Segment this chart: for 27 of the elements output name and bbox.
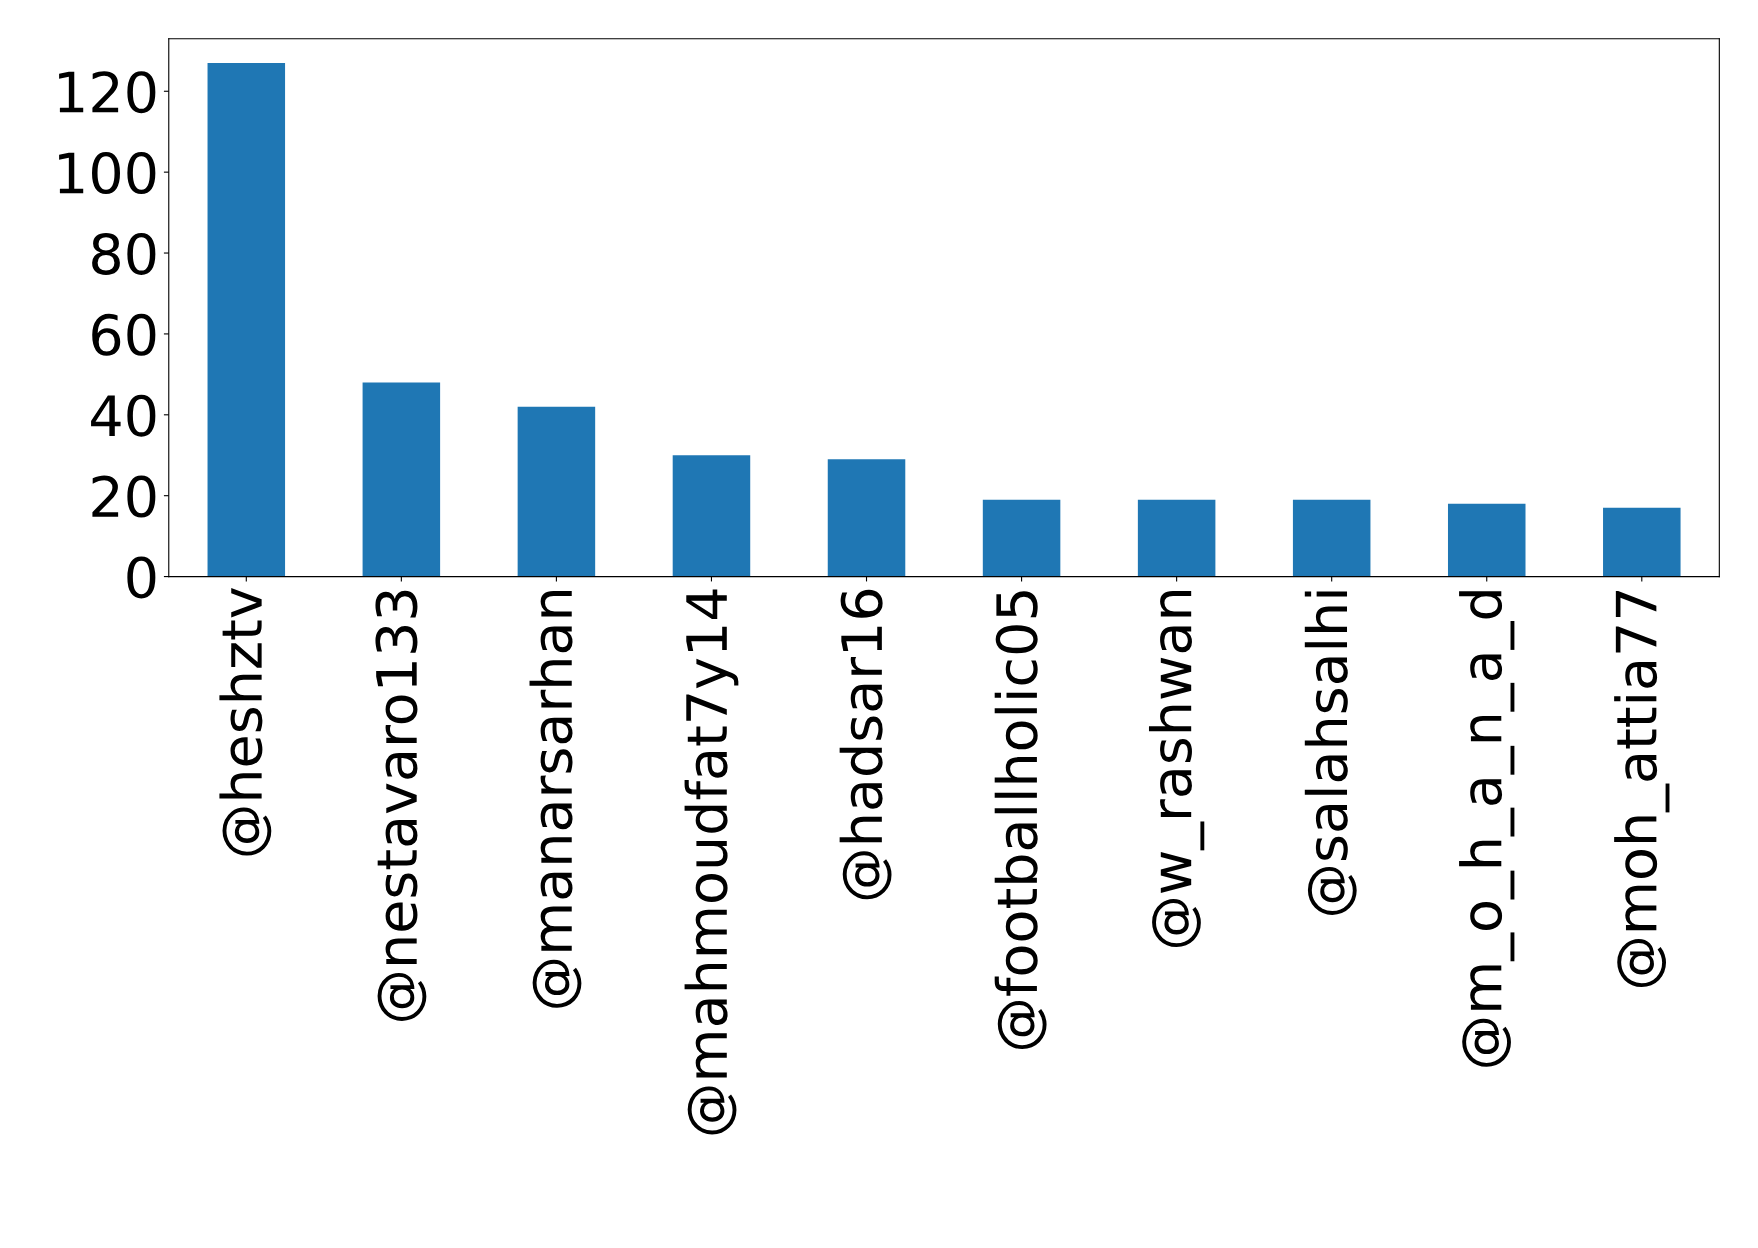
x-tick-label: @hadsar16: [839, 589, 892, 900]
x-tick-label: @footballholic05: [994, 591, 1047, 1050]
y-tick-label: 120: [59, 71, 156, 114]
bar: [1292, 499, 1371, 577]
bar: [1137, 499, 1216, 577]
y-tick-label: 60: [92, 313, 156, 356]
bar: [1603, 507, 1681, 577]
x-tick-label: @manarsarhan: [529, 591, 582, 1008]
x-tick-label: @nestavaro133: [375, 590, 427, 1021]
bar: [982, 499, 1061, 577]
x-tick-label: @moh_attia77: [1614, 591, 1670, 988]
y-tick-label: 20: [92, 475, 156, 518]
x-tick-label: @salahsalhi: [1304, 591, 1357, 915]
bar: [207, 62, 286, 577]
x-tick-label: @w_rashwan: [1148, 591, 1205, 948]
bar: [672, 455, 751, 577]
y-tick-label: 80: [92, 232, 156, 275]
y-tick-label: 100: [59, 152, 156, 195]
bar: [517, 406, 596, 577]
x-tick-label: @mahmoudfat7y14: [684, 589, 739, 1135]
x-tick-label: @m_o_h_a_n_a_d: [1459, 591, 1515, 1067]
x-tick-label: @heshztv: [219, 587, 272, 856]
y-tick-label: 40: [91, 394, 156, 437]
y-tick-label: 0: [127, 556, 156, 599]
bar: [1447, 503, 1526, 577]
bar: [827, 459, 906, 577]
bar: [362, 382, 441, 577]
